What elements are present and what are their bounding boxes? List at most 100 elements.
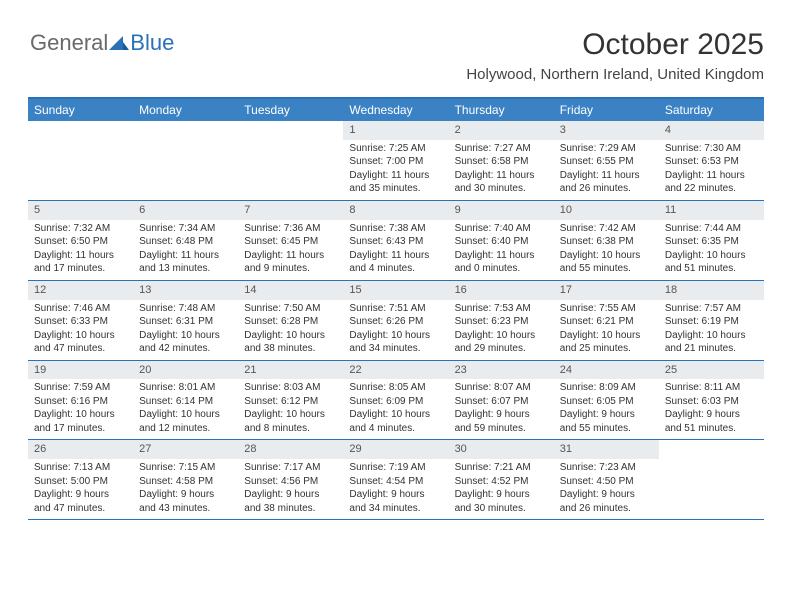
- sunrise-text: Sunrise: 8:03 AM: [244, 381, 337, 395]
- calendar-day: 31Sunrise: 7:23 AMSunset: 4:50 PMDayligh…: [554, 440, 659, 519]
- calendar-day: 26 Sunrise: 7:13 AMSunset: 5:00 PMDayligh…: [28, 440, 133, 519]
- sunset-text: Sunset: 6:16 PM: [34, 395, 127, 409]
- day-number: 26: [28, 440, 133, 459]
- day-body: Sunrise: 7:19 AMSunset: 4:54 PMDaylight:…: [343, 459, 448, 519]
- calendar-weeks: 1Sunrise: 7:25 AMSunset: 7:00 PMDaylight…: [28, 121, 764, 520]
- sunrise-text: Sunrise: 7:19 AM: [349, 461, 442, 475]
- page-subtitle: Holywood, Northern Ireland, United Kingd…: [28, 66, 764, 83]
- daylight-text: Daylight: 11 hours and 4 minutes.: [349, 249, 442, 276]
- sunset-text: Sunset: 6:45 PM: [244, 235, 337, 249]
- sunrise-text: Sunrise: 8:07 AM: [455, 381, 548, 395]
- day-body: Sunrise: 7:51 AMSunset: 6:26 PMDaylight:…: [343, 300, 448, 360]
- daylight-text: Daylight: 10 hours and 21 minutes.: [665, 329, 758, 356]
- sunset-text: Sunset: 6:09 PM: [349, 395, 442, 409]
- daylight-text: Daylight: 10 hours and 51 minutes.: [665, 249, 758, 276]
- daylight-text: Daylight: 11 hours and 0 minutes.: [455, 249, 548, 276]
- calendar-day: 10Sunrise: 7:42 AMSunset: 6:38 PMDayligh…: [554, 201, 659, 280]
- calendar-day: 16Sunrise: 7:53 AMSunset: 6:23 PMDayligh…: [449, 281, 554, 360]
- weekday-header: Saturday: [659, 99, 764, 121]
- sunrise-text: Sunrise: 8:11 AM: [665, 381, 758, 395]
- day-number: 12: [28, 281, 133, 300]
- calendar-week: 26Sunrise: 7:13 AMSunset: 5:00 PMDayligh…: [28, 440, 764, 520]
- day-body: Sunrise: 8:07 AMSunset: 6:07 PMDaylight:…: [449, 379, 554, 439]
- day-body: Sunrise: 7:40 AMSunset: 6:40 PMDaylight:…: [449, 220, 554, 280]
- day-body: Sunrise: 7:17 AMSunset: 4:56 PMDaylight:…: [238, 459, 343, 519]
- day-number: 28: [238, 440, 343, 459]
- sunrise-text: Sunrise: 7:57 AM: [665, 302, 758, 316]
- sunrise-text: Sunrise: 7:38 AM: [349, 222, 442, 236]
- sunrise-text: Sunrise: 7:55 AM: [560, 302, 653, 316]
- logo-text-general: General: [30, 30, 108, 56]
- day-number: 23: [449, 361, 554, 380]
- daylight-text: Daylight: 9 hours and 47 minutes.: [34, 488, 127, 515]
- sunset-text: Sunset: 5:00 PM: [34, 475, 127, 489]
- calendar-day: 28Sunrise: 7:17 AMSunset: 4:56 PMDayligh…: [238, 440, 343, 519]
- daylight-text: Daylight: 9 hours and 26 minutes.: [560, 488, 653, 515]
- sunrise-text: Sunrise: 7:51 AM: [349, 302, 442, 316]
- day-body: Sunrise: 7:27 AMSunset: 6:58 PMDaylight:…: [449, 140, 554, 200]
- day-number: 24: [554, 361, 659, 380]
- day-body: Sunrise: 7:15 AMSunset: 4:58 PMDaylight:…: [133, 459, 238, 519]
- day-body: Sunrise: 8:05 AMSunset: 6:09 PMDaylight:…: [343, 379, 448, 439]
- sunset-text: Sunset: 6:21 PM: [560, 315, 653, 329]
- calendar-day: 19Sunrise: 7:59 AMSunset: 6:16 PMDayligh…: [28, 361, 133, 440]
- day-number: 10: [554, 201, 659, 220]
- day-body: Sunrise: 7:30 AMSunset: 6:53 PMDaylight:…: [659, 140, 764, 200]
- day-number: 15: [343, 281, 448, 300]
- calendar-day: 25Sunrise: 8:11 AMSunset: 6:03 PMDayligh…: [659, 361, 764, 440]
- day-number: 8: [343, 201, 448, 220]
- day-number: 2: [449, 121, 554, 140]
- day-body: Sunrise: 7:29 AMSunset: 6:55 PMDaylight:…: [554, 140, 659, 200]
- sunset-text: Sunset: 4:58 PM: [139, 475, 232, 489]
- sunset-text: Sunset: 6:40 PM: [455, 235, 548, 249]
- calendar-week: 19Sunrise: 7:59 AMSunset: 6:16 PMDayligh…: [28, 361, 764, 441]
- calendar-day: [238, 121, 343, 200]
- day-body: Sunrise: 7:53 AMSunset: 6:23 PMDaylight:…: [449, 300, 554, 360]
- daylight-text: Daylight: 11 hours and 17 minutes.: [34, 249, 127, 276]
- sunset-text: Sunset: 6:05 PM: [560, 395, 653, 409]
- day-body: Sunrise: 7:38 AMSunset: 6:43 PMDaylight:…: [343, 220, 448, 280]
- daylight-text: Daylight: 10 hours and 12 minutes.: [139, 408, 232, 435]
- sunset-text: Sunset: 6:31 PM: [139, 315, 232, 329]
- daylight-text: Daylight: 11 hours and 13 minutes.: [139, 249, 232, 276]
- sunset-text: Sunset: 6:14 PM: [139, 395, 232, 409]
- day-body: Sunrise: 7:21 AMSunset: 4:52 PMDaylight:…: [449, 459, 554, 519]
- sunrise-text: Sunrise: 7:13 AM: [34, 461, 127, 475]
- daylight-text: Daylight: 10 hours and 55 minutes.: [560, 249, 653, 276]
- logo-triangle-icon: [109, 30, 129, 56]
- sunset-text: Sunset: 6:33 PM: [34, 315, 127, 329]
- calendar-day: 21Sunrise: 8:03 AMSunset: 6:12 PMDayligh…: [238, 361, 343, 440]
- daylight-text: Daylight: 9 hours and 34 minutes.: [349, 488, 442, 515]
- day-number: 16: [449, 281, 554, 300]
- day-body: Sunrise: 7:34 AMSunset: 6:48 PMDaylight:…: [133, 220, 238, 280]
- sunrise-text: Sunrise: 7:15 AM: [139, 461, 232, 475]
- calendar-day: 12Sunrise: 7:46 AMSunset: 6:33 PMDayligh…: [28, 281, 133, 360]
- sunset-text: Sunset: 4:50 PM: [560, 475, 653, 489]
- sunset-text: Sunset: 4:54 PM: [349, 475, 442, 489]
- logo: General Blue: [30, 30, 174, 56]
- sunset-text: Sunset: 6:35 PM: [665, 235, 758, 249]
- day-body: Sunrise: 7:23 AMSunset: 4:50 PMDaylight:…: [554, 459, 659, 519]
- day-number: 21: [238, 361, 343, 380]
- sunset-text: Sunset: 6:53 PM: [665, 155, 758, 169]
- daylight-text: Daylight: 10 hours and 25 minutes.: [560, 329, 653, 356]
- calendar-day: 17 Sunrise: 7:55 AMSunset: 6:21 PMDayligh…: [554, 281, 659, 360]
- day-number: 22: [343, 361, 448, 380]
- daylight-text: Daylight: 11 hours and 30 minutes.: [455, 169, 548, 196]
- day-body: Sunrise: 8:11 AMSunset: 6:03 PMDaylight:…: [659, 379, 764, 439]
- day-number: 17: [554, 281, 659, 300]
- day-body: [28, 125, 133, 131]
- calendar-day: 2Sunrise: 7:27 AMSunset: 6:58 PMDaylight…: [449, 121, 554, 200]
- sunset-text: Sunset: 6:07 PM: [455, 395, 548, 409]
- day-number: 30: [449, 440, 554, 459]
- day-number: 11: [659, 201, 764, 220]
- daylight-text: Daylight: 10 hours and 34 minutes.: [349, 329, 442, 356]
- calendar-day: 13Sunrise: 7:48 AMSunset: 6:31 PMDayligh…: [133, 281, 238, 360]
- day-number: 27: [133, 440, 238, 459]
- calendar-day: 3Sunrise: 7:29 AMSunset: 6:55 PMDaylight…: [554, 121, 659, 200]
- day-body: Sunrise: 7:50 AMSunset: 6:28 PMDaylight:…: [238, 300, 343, 360]
- daylight-text: Daylight: 10 hours and 8 minutes.: [244, 408, 337, 435]
- sunrise-text: Sunrise: 7:17 AM: [244, 461, 337, 475]
- day-number: 29: [343, 440, 448, 459]
- sunset-text: Sunset: 7:00 PM: [349, 155, 442, 169]
